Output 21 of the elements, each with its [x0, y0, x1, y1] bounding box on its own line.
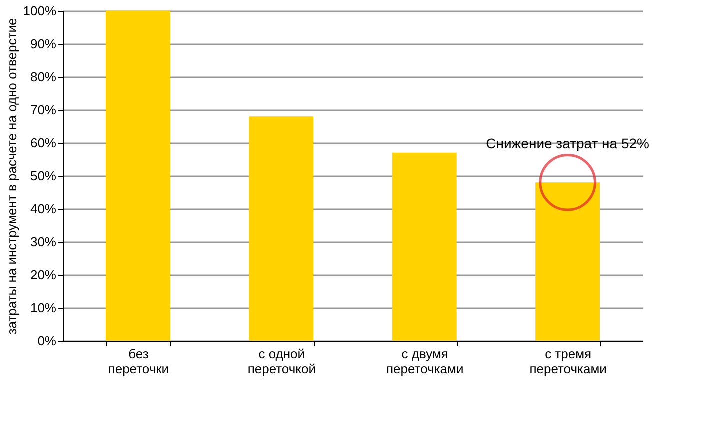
x-tick-label: без переточки: [108, 346, 170, 376]
y-tick-label: 70%: [30, 102, 57, 118]
y-tick-label: 60%: [30, 136, 57, 150]
x-tick-label: с двумя переточками: [386, 346, 464, 376]
y-tick-label: 50%: [30, 168, 57, 184]
x-tick-label: с одной переточкой: [248, 346, 316, 376]
bar: [106, 11, 170, 341]
y-tick-label: 40%: [30, 202, 57, 216]
bar: [536, 182, 600, 341]
y-tick-label: 0%: [38, 334, 57, 348]
annotation: Снижение затрат на 52%: [486, 136, 650, 152]
bar: [392, 152, 457, 341]
y-tick-label: 20%: [30, 268, 57, 282]
y-axis-title: затраты на инструмент в расчете на одно отверстие: [4, 18, 20, 335]
x-tick-label: с тремя переточками: [530, 346, 607, 376]
y-tick-label: 30%: [30, 234, 57, 250]
bar: [249, 116, 314, 341]
y-tick-label: 90%: [30, 36, 57, 52]
y-tick-label: 10%: [30, 300, 57, 316]
y-tick-label: 80%: [30, 70, 57, 84]
y-tick-label: 100%: [23, 4, 57, 18]
